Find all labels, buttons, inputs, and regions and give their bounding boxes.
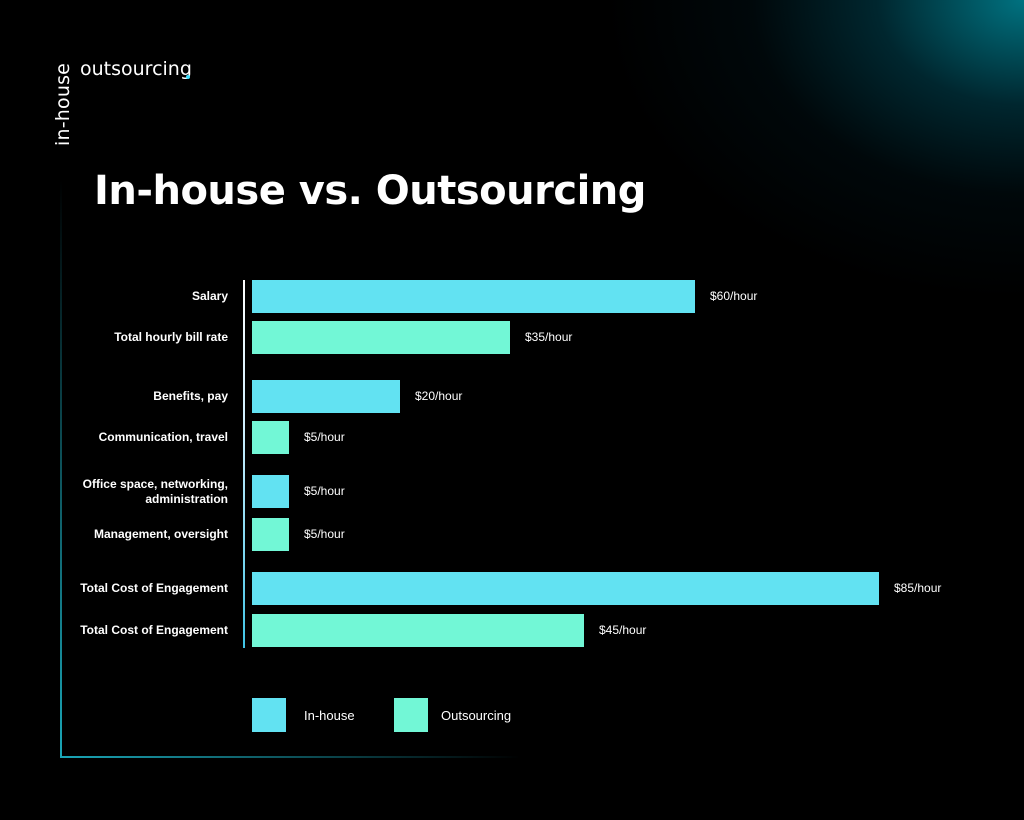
category-label: Office space, networking, administration [82,476,228,506]
frame-bottom-line [60,756,520,758]
category-label: Total Cost of Engagement [80,581,228,595]
chart-axis-line [243,280,245,648]
data-label: $85/hour [894,580,942,595]
category-label: Benefits, pay [153,389,228,403]
logo-outsourcing-text: outsourcing [80,58,192,80]
legend-label: Outsourcing [441,708,512,723]
bar-in-house [252,380,400,413]
data-label: $60/hour [710,288,758,303]
bar-outsourcing [252,518,289,551]
chart-title: In-house vs. Outsourcing [94,168,646,214]
legend-label: In-house [304,708,355,723]
data-label: $5/hour [304,429,345,444]
logo-dot-icon [186,75,190,79]
bar-outsourcing [252,614,584,647]
bar-in-house [252,280,695,313]
data-label: $5/hour [304,483,345,498]
category-label: Management, oversight [93,527,228,541]
frame-left-line [60,180,62,758]
bar-in-house [252,475,289,508]
category-label: Total Cost of Engagement [80,623,228,637]
data-label: $45/hour [599,622,647,637]
bar-outsourcing [252,321,510,354]
bar-in-house [252,572,879,605]
legend-swatch-outsourcing [394,698,428,732]
category-label: Communication, travel [98,430,228,444]
category-label: Salary [191,289,228,303]
data-label: $5/hour [304,526,345,541]
logo-in-house-text: in-house [52,62,74,146]
data-label: $20/hour [415,388,463,403]
bar-outsourcing [252,421,289,454]
legend-swatch-in-house [252,698,286,732]
data-label: $35/hour [525,329,573,344]
category-label: Total hourly bill rate [114,330,228,344]
